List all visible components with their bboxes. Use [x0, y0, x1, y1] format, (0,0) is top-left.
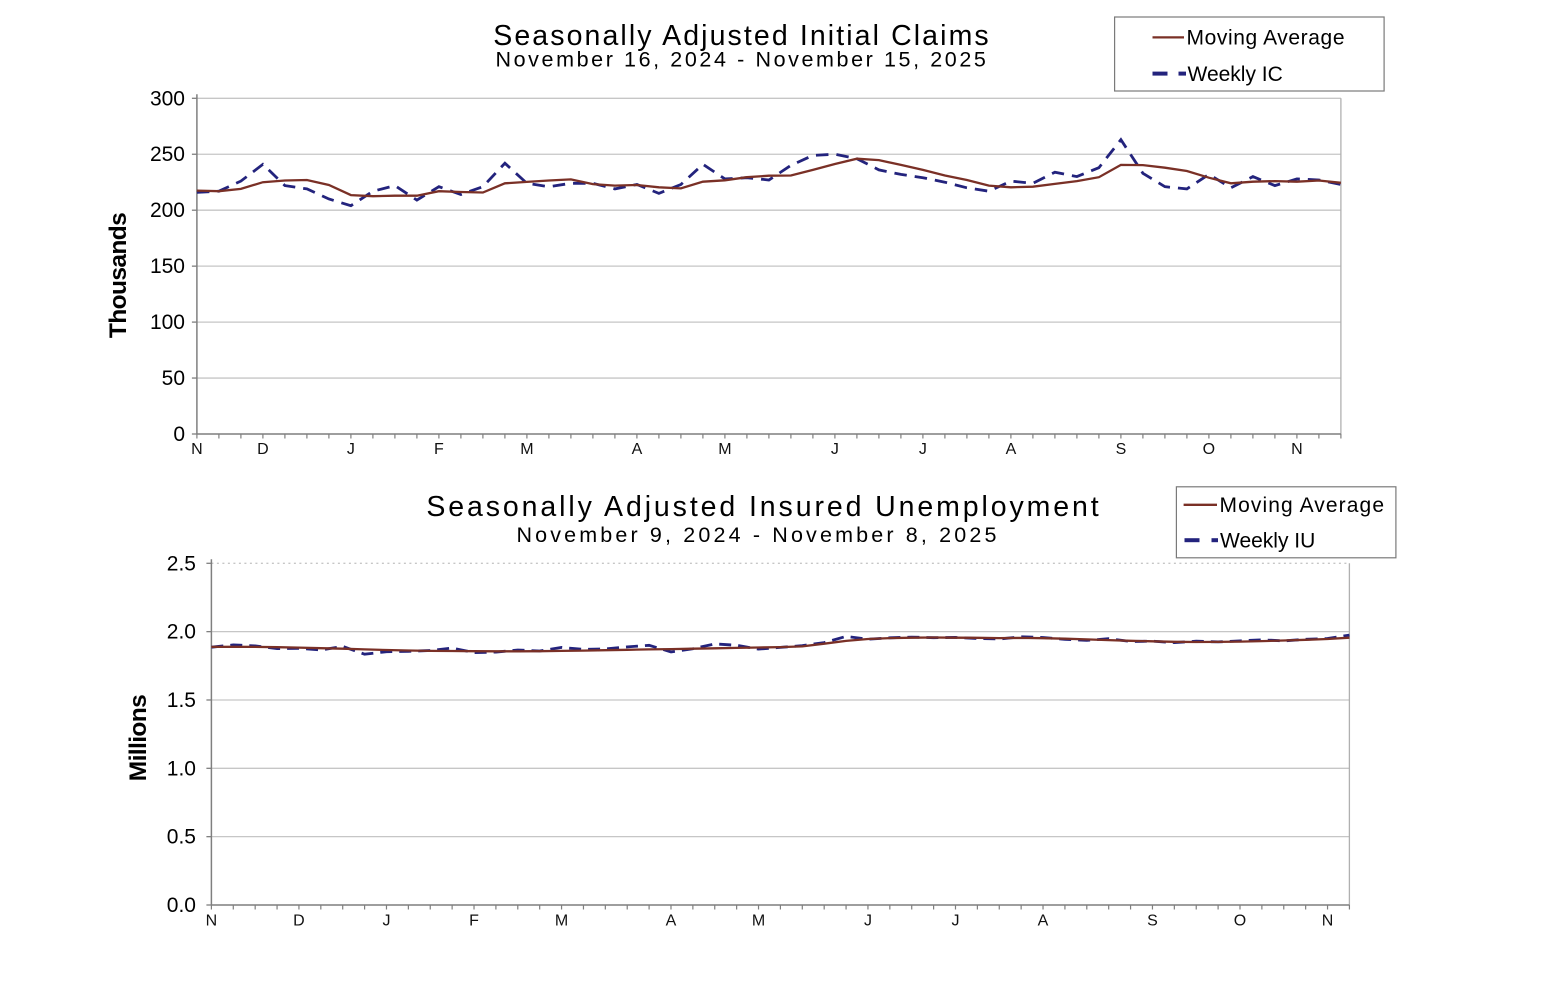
svg-text:A: A	[632, 441, 643, 458]
svg-text:J: J	[919, 441, 927, 458]
svg-text:Seasonally Adjusted Initial Cl: Seasonally Adjusted Initial Claims	[493, 20, 991, 52]
svg-text:N: N	[1291, 441, 1303, 458]
svg-text:1.0: 1.0	[167, 757, 196, 780]
svg-text:J: J	[952, 913, 960, 930]
svg-text:A: A	[666, 913, 677, 930]
svg-text:O: O	[1234, 913, 1246, 930]
svg-text:N: N	[206, 913, 218, 930]
svg-text:F: F	[434, 441, 444, 458]
svg-text:Weekly IU: Weekly IU	[1220, 530, 1315, 553]
svg-text:D: D	[257, 441, 269, 458]
svg-text:1.5: 1.5	[167, 689, 196, 712]
svg-text:2.5: 2.5	[167, 552, 196, 575]
svg-text:Seasonally Adjusted Insured Un: Seasonally Adjusted Insured Unemployment	[426, 491, 1101, 523]
svg-text:S: S	[1116, 441, 1127, 458]
svg-text:300: 300	[150, 87, 185, 110]
svg-text:150: 150	[150, 255, 185, 278]
svg-text:2.0: 2.0	[167, 621, 196, 644]
svg-text:Millions: Millions	[125, 695, 152, 781]
svg-text:Thousands: Thousands	[105, 213, 132, 338]
svg-text:November 16, 2024 - November 1: November 16, 2024 - November 15, 2025	[496, 48, 989, 72]
svg-text:D: D	[293, 913, 305, 930]
svg-text:M: M	[555, 913, 568, 930]
svg-text:250: 250	[150, 143, 185, 166]
svg-text:F: F	[469, 913, 479, 930]
svg-text:M: M	[752, 913, 765, 930]
svg-text:S: S	[1147, 913, 1158, 930]
svg-text:0: 0	[173, 423, 185, 446]
svg-text:100: 100	[150, 311, 185, 334]
svg-text:J: J	[831, 441, 839, 458]
svg-text:Moving Average: Moving Average	[1220, 494, 1386, 517]
svg-text:J: J	[864, 913, 872, 930]
svg-text:N: N	[191, 441, 203, 458]
svg-text:Weekly IC: Weekly IC	[1188, 63, 1283, 86]
svg-text:0.0: 0.0	[167, 894, 196, 917]
svg-text:O: O	[1203, 441, 1215, 458]
svg-text:A: A	[1038, 913, 1049, 930]
svg-text:M: M	[718, 441, 731, 458]
svg-text:J: J	[383, 913, 391, 930]
svg-text:Moving Average: Moving Average	[1187, 27, 1346, 50]
svg-text:200: 200	[150, 199, 185, 222]
svg-text:N: N	[1322, 913, 1334, 930]
svg-text:November 9, 2024 - November 8,: November 9, 2024 - November 8, 2025	[516, 523, 999, 547]
svg-text:A: A	[1006, 441, 1017, 458]
svg-text:0.5: 0.5	[167, 826, 196, 849]
svg-text:M: M	[520, 441, 533, 458]
svg-text:50: 50	[162, 367, 185, 390]
svg-text:J: J	[347, 441, 355, 458]
